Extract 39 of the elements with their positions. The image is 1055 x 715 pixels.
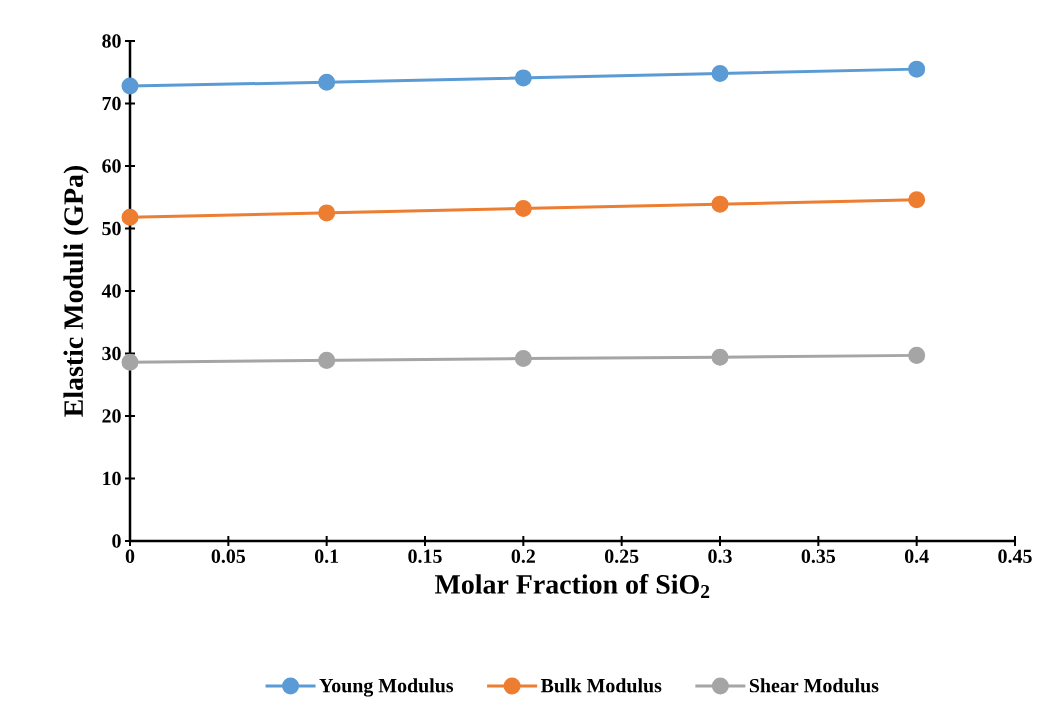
point	[318, 204, 336, 222]
point	[908, 60, 926, 78]
legend-label: Young Modulus	[319, 678, 454, 697]
y-tick-label: 60	[102, 159, 121, 173]
x-tick-label: 0.1	[314, 549, 339, 564]
legend-label: Shear Modulus	[749, 678, 879, 693]
y-tick-label: 0	[112, 534, 121, 548]
x-tick-label: 0.45	[998, 549, 1032, 564]
y-tick-label: 40	[101, 284, 121, 298]
x-tick-label: 0.2	[511, 549, 535, 564]
y-tick-label: 70	[102, 96, 121, 111]
point	[514, 350, 532, 367]
point	[121, 77, 139, 95]
y-axis-title: Elastic Moduli (GPa)	[63, 165, 89, 417]
point	[318, 73, 336, 91]
x-tick-label: 0	[125, 549, 135, 563]
y-tick-label: 20	[102, 409, 121, 423]
point	[121, 353, 139, 371]
y-tick-label: 10	[103, 471, 121, 486]
y-tick-label: 30	[102, 346, 121, 361]
point	[711, 348, 729, 366]
y-tick-label: 80	[102, 34, 121, 48]
x-tick-label: 0.4	[904, 549, 929, 564]
legend-label: Bulk Modulus	[540, 678, 662, 693]
x-tick-label: 0.15	[408, 549, 442, 564]
point	[514, 69, 532, 87]
point	[908, 346, 926, 364]
point	[908, 191, 926, 209]
x-axis-title: Molar Fraction of SiO$_{2}$	[434, 573, 710, 598]
x-tick-label: 0.3	[708, 549, 732, 564]
x-tick-label: 0.35	[801, 549, 836, 564]
point	[711, 195, 729, 213]
point	[318, 351, 336, 369]
point	[514, 200, 532, 217]
x-tick-label: 0.25	[605, 549, 639, 564]
y-tick-label: 50	[102, 221, 121, 236]
point	[121, 208, 139, 226]
x-tick-label: 0.05	[211, 549, 246, 564]
point	[711, 65, 729, 82]
